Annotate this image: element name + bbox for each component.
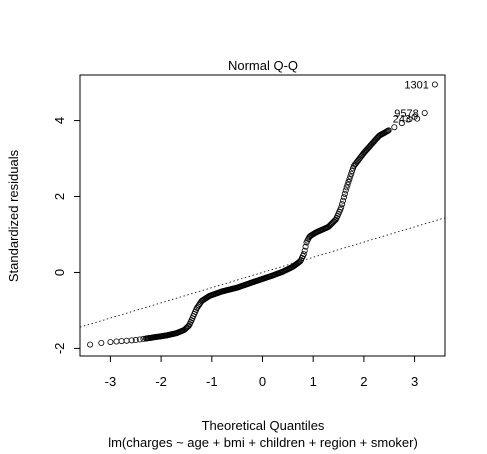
qq-point (391, 124, 398, 131)
y-tick-label: -2 (52, 343, 67, 355)
plot-frame (79, 74, 446, 357)
qq-point (123, 337, 130, 344)
x-tick-label: 0 (259, 374, 266, 389)
y-axis: -2 0 2 4 (52, 117, 80, 354)
qq-point (302, 243, 309, 250)
qq-point (98, 339, 105, 346)
qq-point (132, 337, 139, 344)
model-formula: lm(charges ~ age + bmi + children + regi… (108, 435, 418, 450)
outlier-label: 1301 (404, 79, 428, 91)
qq-point (107, 339, 114, 346)
qq-point (87, 341, 94, 348)
qq-outlier-point (414, 115, 421, 122)
y-tick-label: 2 (52, 193, 67, 200)
qq-point (406, 116, 413, 123)
qq-point (345, 178, 352, 185)
x-tick-label: 3 (411, 374, 418, 389)
qq-point (340, 194, 347, 201)
outlier-label: 243 (393, 114, 411, 126)
qq-point (346, 176, 353, 183)
qq-point (339, 201, 346, 208)
chart-title: Normal Q-Q (228, 58, 298, 73)
qq-point (301, 247, 308, 254)
qq-point (338, 204, 345, 211)
qq-point (348, 170, 355, 177)
reference-line-layer (79, 217, 446, 328)
qq-point (136, 336, 143, 343)
qq-point (398, 120, 405, 127)
qq-point (347, 173, 354, 180)
y-axis-label: Standardized residuals (6, 149, 21, 282)
qq-point (341, 190, 348, 197)
outlier-label: 9578 (394, 108, 418, 120)
x-tick-label: 2 (360, 374, 367, 389)
qq-point (349, 167, 356, 174)
qq-point (339, 197, 346, 204)
qq-point (296, 259, 303, 266)
qq-point (344, 181, 351, 188)
points-layer (87, 113, 418, 348)
qq-reference-line (79, 217, 446, 328)
qq-point (300, 251, 307, 258)
qq-point (297, 258, 304, 265)
qq-outlier-point (421, 109, 428, 116)
qq-point (118, 338, 125, 345)
x-axis-label: Theoretical Quantiles (202, 418, 325, 433)
x-tick-label: -2 (155, 374, 167, 389)
qq-point (342, 187, 349, 194)
x-tick-label: -3 (105, 374, 117, 389)
qq-point (343, 184, 350, 191)
y-tick-label: 4 (52, 117, 67, 124)
qq-point (113, 338, 120, 345)
x-axis: -3 -2 -1 0 1 2 3 (105, 356, 418, 389)
qq-point (385, 127, 392, 134)
qq-outlier-point (431, 81, 438, 88)
qq-point (128, 337, 135, 344)
x-tick-label: -1 (206, 374, 218, 389)
y-tick-label: 0 (52, 269, 67, 276)
x-tick-label: 1 (310, 374, 317, 389)
